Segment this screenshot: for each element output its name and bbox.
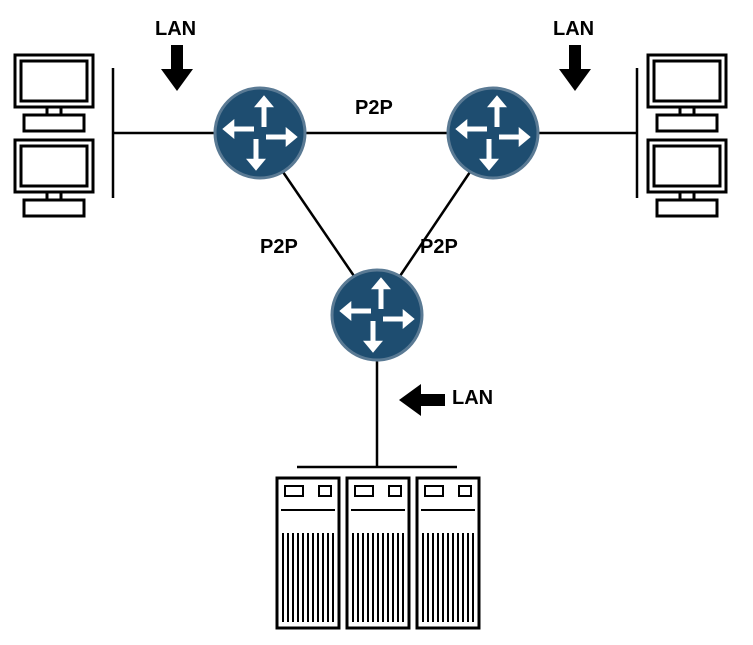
label-lan-left: LAN	[155, 18, 196, 41]
network-diagram: LAN LAN LAN P2P P2P P2P	[0, 0, 753, 645]
router-left	[215, 88, 305, 178]
server-1	[277, 478, 339, 628]
arrow-lan-bottom	[399, 384, 445, 416]
label-p2p-right: P2P	[420, 236, 458, 259]
pc-right-top	[648, 55, 726, 131]
label-p2p-left: P2P	[260, 236, 298, 259]
label-p2p-top: P2P	[355, 97, 393, 120]
link-r-right-bottom	[400, 172, 470, 276]
label-lan-right: LAN	[553, 18, 594, 41]
server-3	[417, 478, 479, 628]
router-right	[448, 88, 538, 178]
pc-left-top	[15, 55, 93, 131]
arrow-lan-right	[559, 45, 591, 91]
label-lan-bottom: LAN	[452, 387, 493, 410]
server-2	[347, 478, 409, 628]
link-r-left-bottom	[283, 172, 354, 276]
router-bottom	[332, 270, 422, 360]
arrow-lan-left	[161, 45, 193, 91]
pc-left-bottom	[15, 140, 93, 216]
pc-right-bottom	[648, 140, 726, 216]
